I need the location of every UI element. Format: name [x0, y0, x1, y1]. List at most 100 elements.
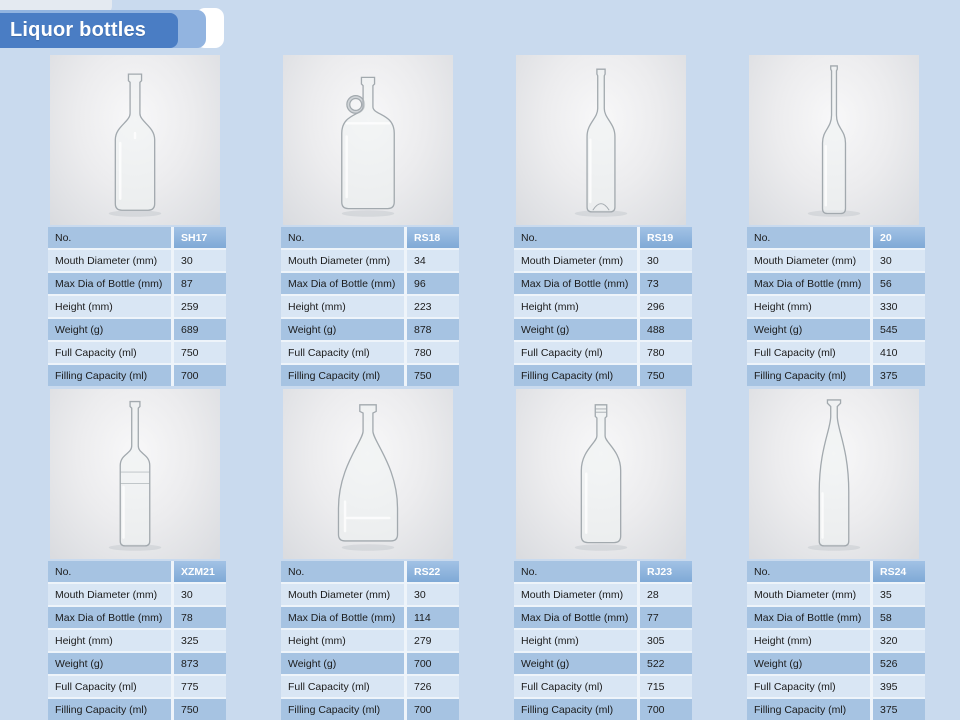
spec-label: Full Capacity (ml) — [48, 676, 171, 697]
product-card: No. RS18 Mouth Diameter (mm) 34 Max Dia of B… — [281, 55, 459, 386]
spec-row: Filling Capacity (ml) 700 — [48, 365, 226, 386]
spec-label: Full Capacity (ml) — [747, 342, 870, 363]
spec-label: Weight (g) — [281, 319, 404, 340]
spec-row: Weight (g) 700 — [281, 653, 459, 674]
spec-table: No. SH17 Mouth Diameter (mm) 30 Max Dia of B… — [48, 227, 226, 386]
spec-value: 750 — [174, 342, 226, 363]
spec-row: Mouth Diameter (mm) 30 — [281, 584, 459, 605]
spec-value: 689 — [174, 319, 226, 340]
spec-row: Filling Capacity (ml) 375 — [747, 365, 925, 386]
spec-row: Height (mm) 320 — [747, 630, 925, 651]
spec-value: 77 — [640, 607, 692, 628]
spec-value: 78 — [174, 607, 226, 628]
product-card: No. RJ23 Mouth Diameter (mm) 28 Max Dia of B… — [514, 389, 692, 720]
spec-label: Weight (g) — [48, 319, 171, 340]
spec-row: Height (mm) 279 — [281, 630, 459, 651]
spec-table: No. RS22 Mouth Diameter (mm) 30 Max Dia of B… — [281, 561, 459, 720]
spec-table: No. RS24 Mouth Diameter (mm) 35 Max Dia of B… — [747, 561, 925, 720]
spec-value: 320 — [873, 630, 925, 651]
spec-row: Mouth Diameter (mm) 34 — [281, 250, 459, 271]
spec-label: Filling Capacity (ml) — [747, 699, 870, 720]
product-id: RJ23 — [640, 561, 692, 582]
spec-row: Weight (g) 873 — [48, 653, 226, 674]
bottle-illustration-spirit — [574, 404, 628, 551]
spec-label: No. — [48, 561, 171, 582]
spec-label: No. — [747, 561, 870, 582]
spec-row: Full Capacity (ml) 410 — [747, 342, 925, 363]
spec-label: Max Dia of Bottle (mm) — [514, 273, 637, 294]
spec-label: Full Capacity (ml) — [747, 676, 870, 697]
spec-value: 30 — [174, 584, 226, 605]
spec-label: Mouth Diameter (mm) — [48, 250, 171, 271]
bottle-photo — [50, 55, 220, 225]
spec-row: Weight (g) 522 — [514, 653, 692, 674]
spec-label: Max Dia of Bottle (mm) — [514, 607, 637, 628]
spec-row: No. 20 — [747, 227, 925, 248]
spec-row: Max Dia of Bottle (mm) 77 — [514, 607, 692, 628]
bottle-illustration-tall-slim — [807, 65, 861, 217]
spec-value: 30 — [407, 584, 459, 605]
spec-row: No. RS22 — [281, 561, 459, 582]
spec-row: Weight (g) 878 — [281, 319, 459, 340]
spec-value: 279 — [407, 630, 459, 651]
spec-value: 35 — [873, 584, 925, 605]
spec-value: 296 — [640, 296, 692, 317]
spec-value: 715 — [640, 676, 692, 697]
spec-label: Filling Capacity (ml) — [281, 699, 404, 720]
spec-label: Mouth Diameter (mm) — [281, 250, 404, 271]
bottle-illustration-bordeaux — [108, 400, 162, 551]
bottle-illustration-cone — [807, 399, 861, 551]
product-card: No. XZM21 Mouth Diameter (mm) 30 Max Dia of … — [48, 389, 226, 720]
bottle-photo — [283, 55, 453, 225]
spec-value: 873 — [174, 653, 226, 674]
spec-label: Height (mm) — [514, 296, 637, 317]
spec-row: Max Dia of Bottle (mm) 87 — [48, 273, 226, 294]
spec-row: Filling Capacity (ml) 750 — [48, 699, 226, 720]
spec-value: 780 — [640, 342, 692, 363]
bottle-illustration-slim — [574, 68, 628, 217]
spec-label: Weight (g) — [281, 653, 404, 674]
product-card: No. RS22 Mouth Diameter (mm) 30 Max Dia of B… — [281, 389, 459, 720]
spec-label: Full Capacity (ml) — [281, 676, 404, 697]
spec-value: 87 — [174, 273, 226, 294]
product-id: XZM21 — [174, 561, 226, 582]
spec-row: Full Capacity (ml) 780 — [514, 342, 692, 363]
spec-label: No. — [48, 227, 171, 248]
spec-label: Weight (g) — [747, 319, 870, 340]
spec-row: Weight (g) 526 — [747, 653, 925, 674]
spec-row: Weight (g) 689 — [48, 319, 226, 340]
spec-table: No. RJ23 Mouth Diameter (mm) 28 Max Dia of B… — [514, 561, 692, 720]
spec-row: Max Dia of Bottle (mm) 56 — [747, 273, 925, 294]
spec-row: Full Capacity (ml) 780 — [281, 342, 459, 363]
spec-value: 700 — [407, 653, 459, 674]
bottle-photo — [749, 55, 919, 225]
product-id: SH17 — [174, 227, 226, 248]
spec-value: 330 — [873, 296, 925, 317]
spec-row: No. SH17 — [48, 227, 226, 248]
spec-row: No. RJ23 — [514, 561, 692, 582]
spec-label: Weight (g) — [514, 319, 637, 340]
spec-value: 488 — [640, 319, 692, 340]
spec-label: Weight (g) — [747, 653, 870, 674]
spec-label: Filling Capacity (ml) — [281, 365, 404, 386]
spec-row: Full Capacity (ml) 775 — [48, 676, 226, 697]
spec-row: Height (mm) 325 — [48, 630, 226, 651]
spec-label: Mouth Diameter (mm) — [747, 250, 870, 271]
spec-label: Height (mm) — [48, 630, 171, 651]
spec-table: No. RS18 Mouth Diameter (mm) 34 Max Dia of B… — [281, 227, 459, 386]
bottle-photo — [283, 389, 453, 559]
spec-value: 223 — [407, 296, 459, 317]
spec-row: Weight (g) 488 — [514, 319, 692, 340]
spec-value: 395 — [873, 676, 925, 697]
spec-value: 700 — [640, 699, 692, 720]
spec-row: Height (mm) 223 — [281, 296, 459, 317]
spec-value: 410 — [873, 342, 925, 363]
spec-label: Mouth Diameter (mm) — [514, 584, 637, 605]
spec-value: 73 — [640, 273, 692, 294]
product-id: 20 — [873, 227, 925, 248]
bottle-illustration-whiskey — [108, 73, 162, 217]
spec-label: Height (mm) — [514, 630, 637, 651]
bottle-photo — [516, 389, 686, 559]
spec-row: Mouth Diameter (mm) 30 — [48, 250, 226, 271]
product-card: No. RS24 Mouth Diameter (mm) 35 Max Dia of B… — [747, 389, 925, 720]
